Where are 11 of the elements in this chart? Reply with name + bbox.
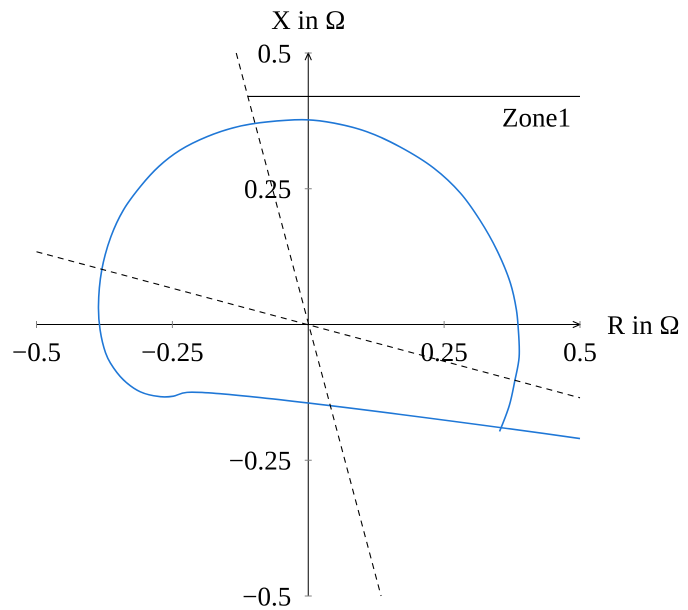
y-tick-label: 0.25 bbox=[244, 174, 292, 204]
y-tick-label: 0.5 bbox=[258, 38, 292, 68]
x-tick-label: 0.5 bbox=[563, 336, 597, 367]
y-axis-title: X in Ω bbox=[271, 5, 346, 35]
x-tick-label: 0.25 bbox=[420, 336, 468, 367]
y-tick-label: −0.5 bbox=[242, 581, 292, 610]
x-tick-label: −0.5 bbox=[12, 336, 61, 367]
series-label: Zone1 bbox=[502, 102, 571, 132]
y-tick-label: −0.25 bbox=[228, 446, 292, 476]
x-axis-title: R in Ω bbox=[607, 310, 680, 340]
x-tick-label: −0.25 bbox=[141, 336, 204, 367]
